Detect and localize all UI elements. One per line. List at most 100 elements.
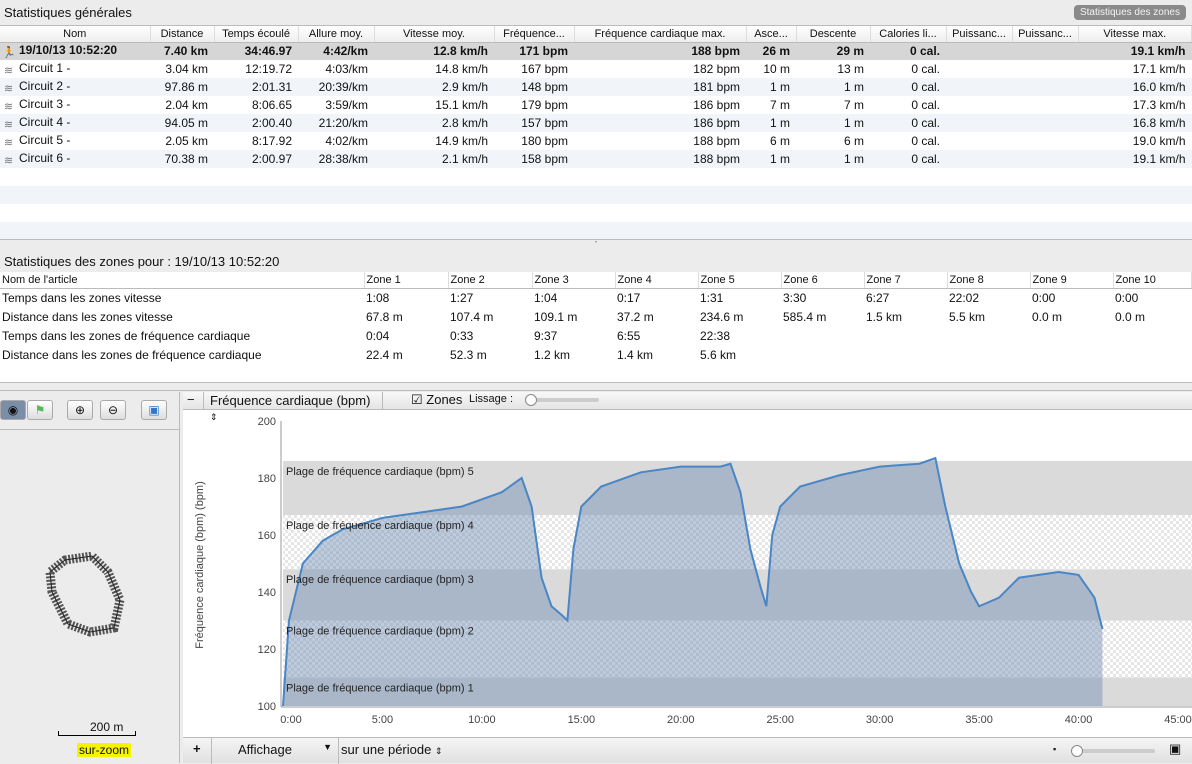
- cell-value: 1 m: [843, 116, 864, 130]
- empty-cell: [214, 186, 298, 204]
- empty-cell: [374, 222, 494, 239]
- column-header[interactable]: Nom de l'article: [0, 272, 365, 289]
- column-header[interactable]: Zone 2: [448, 272, 533, 289]
- column-header[interactable]: Fréquence...: [494, 26, 575, 43]
- table-cell: 0 cal.: [870, 132, 946, 150]
- cell-value: 157 bpm: [521, 116, 568, 130]
- add-button[interactable]: +: [193, 741, 201, 756]
- column-header[interactable]: Zone 1: [364, 272, 449, 289]
- lap-row[interactable]: ≋ Circuit 1 - 3.04 km 12:19.72 4:03/km 14.8 k…: [0, 60, 1192, 78]
- lap-icon: ≋: [3, 118, 14, 131]
- column-header[interactable]: Vitesse max.: [1078, 26, 1192, 43]
- column-header[interactable]: Zone 7: [864, 272, 948, 289]
- cell-value: 4:42/km: [323, 44, 368, 59]
- table-cell: 37.2 m: [617, 309, 654, 324]
- zone-band: [283, 460, 1192, 516]
- column-header[interactable]: Vitesse moy.: [374, 26, 495, 43]
- zone-row: Distance dans les zones de fréquence car…: [0, 345, 1192, 364]
- column-header[interactable]: Allure moy.: [298, 26, 375, 43]
- column-header[interactable]: Asce...: [746, 26, 797, 43]
- column-header[interactable]: Zone 3: [532, 272, 616, 289]
- zone-stats-table: Nom de l'article Zone 1 Zone 2 Zone 3 Zone 4…: [0, 272, 1192, 382]
- zoom-out-button[interactable]: ⊖: [100, 400, 126, 420]
- column-header[interactable]: Temps écoulé: [214, 26, 299, 43]
- general-stats-title: Statistiques générales: [4, 5, 132, 20]
- empty-cell: [298, 168, 374, 186]
- lap-row[interactable]: ≋ Circuit 6 - 70.38 m 2:00.97 28:38/km 2.1 km…: [0, 150, 1192, 168]
- table-cell: [1113, 345, 1192, 364]
- zone-row: Temps dans les zones de fréquence cardia…: [0, 326, 1192, 345]
- period-select[interactable]: sur une période ⇕: [341, 742, 443, 757]
- table-cell: 0 cal.: [870, 96, 946, 114]
- empty-cell: [574, 168, 746, 186]
- split-handle[interactable]: •: [0, 239, 1192, 247]
- table-cell: 1 m: [746, 150, 796, 168]
- metric-value: Fréquence cardiaque (bpm): [210, 393, 371, 408]
- empty-cell: [1078, 222, 1192, 239]
- table-cell: 70.38 m: [150, 150, 214, 168]
- empty-cell: [214, 222, 298, 239]
- column-header[interactable]: Zone 4: [615, 272, 699, 289]
- column-header[interactable]: Zone 6: [781, 272, 865, 289]
- empty-cell: [0, 186, 150, 204]
- column-header[interactable]: Zone 8: [947, 272, 1031, 289]
- column-header[interactable]: Nom: [0, 26, 151, 43]
- globe-view-button[interactable]: ◉: [0, 400, 26, 420]
- x-tick-label: 0:00: [280, 714, 301, 726]
- cell-value: 179 bpm: [521, 98, 568, 112]
- cell-value: 12.8 km/h: [433, 44, 488, 59]
- lap-row[interactable]: ≋ Circuit 5 - 2.05 km 8:17.92 4:02/km 14.9 km…: [0, 132, 1192, 150]
- table-cell: 22.4 m: [366, 347, 403, 362]
- collapse-button[interactable]: −: [187, 392, 195, 407]
- lap-row[interactable]: ≋ Circuit 2 - 97.86 m 2:01.31 20:39/km 2.9 km…: [0, 78, 1192, 96]
- table-cell: [1012, 42, 1078, 60]
- table-cell: 67.8 m: [366, 309, 403, 324]
- column-header[interactable]: Zone 9: [1030, 272, 1114, 289]
- empty-cell: [374, 186, 494, 204]
- cell-value: 0 cal.: [911, 62, 940, 76]
- table-cell: 0:04: [366, 328, 390, 343]
- table-cell: [946, 132, 1012, 150]
- table-cell: 1.2 km: [534, 347, 571, 362]
- table-cell: 13 m: [796, 60, 870, 78]
- flag-button[interactable]: ⚑: [27, 400, 53, 420]
- column-header[interactable]: Puissanc...: [1012, 26, 1079, 43]
- empty-cell: [946, 222, 1012, 239]
- table-cell: 0 cal.: [870, 60, 946, 78]
- lap-row[interactable]: ≋ Circuit 4 - 94.05 m 2:00.40 21:20/km 2.8 km…: [0, 114, 1192, 132]
- table-cell: [864, 326, 947, 345]
- lap-row[interactable]: ≋ Circuit 3 - 2.04 km 8:06.65 3:59/km 15.1 km…: [0, 96, 1192, 114]
- column-header[interactable]: Descente: [796, 26, 871, 43]
- zones-checkbox[interactable]: ☑ Zones: [411, 392, 463, 407]
- table-cell: 0 cal.: [870, 150, 946, 168]
- split-handle[interactable]: [0, 382, 1192, 391]
- empty-cell: [494, 186, 574, 204]
- column-header[interactable]: Calories li...: [870, 26, 947, 43]
- cell-value: 70.38 m: [164, 152, 208, 166]
- zoom-in-button[interactable]: ⊕: [67, 400, 93, 420]
- cell-value: 0 cal.: [911, 152, 940, 166]
- runner-icon: 🏃: [2, 46, 16, 59]
- column-header[interactable]: Puissanc...: [946, 26, 1013, 43]
- chart-zoom-slider[interactable]: [1071, 745, 1155, 757]
- column-header[interactable]: Distance: [150, 26, 215, 43]
- zone-stats-button[interactable]: Statistiques des zones: [1073, 5, 1186, 20]
- fit-view-button[interactable]: ▣: [141, 400, 167, 420]
- column-header[interactable]: Fréquence cardiaque max.: [574, 26, 747, 43]
- column-header[interactable]: Zone 5: [698, 272, 782, 289]
- display-menu[interactable]: Affichage ▼: [211, 738, 339, 764]
- empty-cell: [574, 186, 746, 204]
- cell-value: 0 cal.: [911, 98, 940, 112]
- table-cell: [864, 345, 947, 364]
- metric-select[interactable]: Fréquence cardiaque (bpm) ⇕: [203, 392, 383, 422]
- table-cell: 17.3 km/h: [1078, 96, 1192, 114]
- table-cell: 28:38/km: [298, 150, 374, 168]
- activity-row[interactable]: 🏃 19/10/13 10:52:20 7.40 km 34:46.97 4:42/km…: [0, 42, 1192, 60]
- smoothing-slider[interactable]: [525, 394, 599, 406]
- cell-value: 8:17.92: [251, 134, 292, 148]
- cell-value: 1 m: [769, 152, 790, 166]
- cell-value: 34:46.97: [244, 44, 292, 59]
- cell-value: 148 bpm: [521, 80, 568, 94]
- cell-value: 19.0 km/h: [1132, 134, 1186, 148]
- column-header[interactable]: Zone 10: [1113, 272, 1192, 289]
